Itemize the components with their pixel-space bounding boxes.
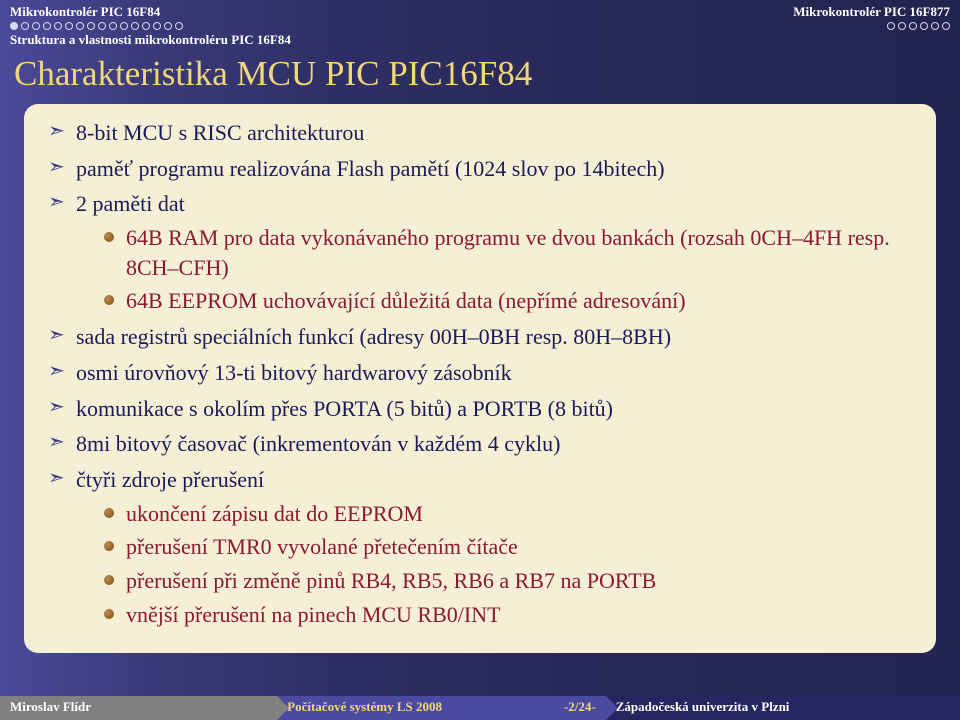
section-right: Mikrokontrolér PIC 16F877 xyxy=(793,4,950,20)
progress-dots-left xyxy=(10,22,183,30)
footer: Miroslav Flídr Počítačové systémy LS 200… xyxy=(0,696,960,720)
progress-dot xyxy=(87,22,95,30)
sub-bullet-item: 64B RAM pro data vykonávaného programu v… xyxy=(104,223,914,282)
footer-separator-icon xyxy=(606,696,618,720)
footer-course-text: Počítačové systémy LS 2008 xyxy=(287,699,442,714)
progress-dot xyxy=(76,22,84,30)
content-box: 8-bit MCU s RISC architekturou paměť prog… xyxy=(24,104,936,653)
topbar: Mikrokontrolér PIC 16F84 Mikrokontrolér … xyxy=(0,0,960,20)
bullet-item: sada registrů speciálních funkcí (adresy… xyxy=(46,322,914,352)
bullet-list: 8-bit MCU s RISC architekturou paměť prog… xyxy=(46,118,914,629)
footer-separator-icon xyxy=(277,696,289,720)
bullet-text: komunikace s okolím přes PORTA (5 bitů) … xyxy=(76,396,613,421)
progress-dot xyxy=(942,22,950,30)
progress-dot xyxy=(65,22,73,30)
footer-page-number: -2/24- xyxy=(564,699,596,715)
sub-bullet-item: přerušení TMR0 vyvolané přetečením čítač… xyxy=(104,532,914,562)
progress-dot xyxy=(931,22,939,30)
progress-dot xyxy=(120,22,128,30)
progress-dot xyxy=(920,22,928,30)
bullet-text: osmi úrovňový 13-ti bitový hardwarový zá… xyxy=(76,360,512,385)
progress-dot xyxy=(898,22,906,30)
sub-bullet-item: ukončení zápisu dat do EEPROM xyxy=(104,499,914,529)
bullet-text: sada registrů speciálních funkcí (adresy… xyxy=(76,324,671,349)
progress-dot xyxy=(32,22,40,30)
bullet-text: paměť programu realizována Flash pamětí … xyxy=(76,156,665,181)
progress-dot xyxy=(10,22,18,30)
progress-dot xyxy=(98,22,106,30)
bullet-text: 8-bit MCU s RISC architekturou xyxy=(76,120,364,145)
slide-title: Charakteristika MCU PIC PIC16F84 xyxy=(0,54,960,104)
bullet-item: osmi úrovňový 13-ti bitový hardwarový zá… xyxy=(46,358,914,388)
progress-dot xyxy=(153,22,161,30)
slide: Mikrokontrolér PIC 16F84 Mikrokontrolér … xyxy=(0,0,960,720)
bullet-text: 2 paměti dat xyxy=(76,191,185,216)
progress-dot xyxy=(21,22,29,30)
footer-author: Miroslav Flídr xyxy=(0,696,277,720)
section-left: Mikrokontrolér PIC 16F84 xyxy=(10,4,160,20)
footer-affiliation: Západočeská univerzita v Plzni xyxy=(606,696,960,720)
bullet-item: 8-bit MCU s RISC architekturou xyxy=(46,118,914,148)
bullet-text: čtyři zdroje přerušení xyxy=(76,467,264,492)
sub-bullet-item: přerušení při změně pinů RB4, RB5, RB6 a… xyxy=(104,566,914,596)
sub-bullet-list: ukončení zápisu dat do EEPROMpřerušení T… xyxy=(76,499,914,630)
sub-bullet-item: 64B EEPROM uchovávající důležitá data (n… xyxy=(104,286,914,316)
progress-dot xyxy=(54,22,62,30)
bullet-item: 8mi bitový časovač (inkrementován v každ… xyxy=(46,429,914,459)
progress-dot xyxy=(909,22,917,30)
sub-bullet-item: vnější přerušení na pinech MCU RB0/INT xyxy=(104,600,914,630)
bullet-item: komunikace s okolím přes PORTA (5 bitů) … xyxy=(46,394,914,424)
footer-course: Počítačové systémy LS 2008 -2/24- xyxy=(277,696,606,720)
bullet-item: 2 paměti dat 64B RAM pro data vykonávanéh… xyxy=(46,189,914,316)
progress-dot xyxy=(131,22,139,30)
progress-dot xyxy=(43,22,51,30)
progress-dot xyxy=(164,22,172,30)
progress-dot xyxy=(109,22,117,30)
progress-row xyxy=(0,20,960,30)
sub-bullet-list: 64B RAM pro data vykonávaného programu v… xyxy=(76,223,914,316)
bullet-text: 8mi bitový časovač (inkrementován v každ… xyxy=(76,431,560,456)
bullet-item: paměť programu realizována Flash pamětí … xyxy=(46,154,914,184)
subsection-label: Struktura a vlastnosti mikrokontroléru P… xyxy=(0,30,960,54)
progress-dot xyxy=(887,22,895,30)
bullet-item: čtyři zdroje přerušení ukončení zápisu da… xyxy=(46,465,914,629)
progress-dot xyxy=(142,22,150,30)
progress-dots-right xyxy=(887,22,950,30)
progress-dot xyxy=(175,22,183,30)
